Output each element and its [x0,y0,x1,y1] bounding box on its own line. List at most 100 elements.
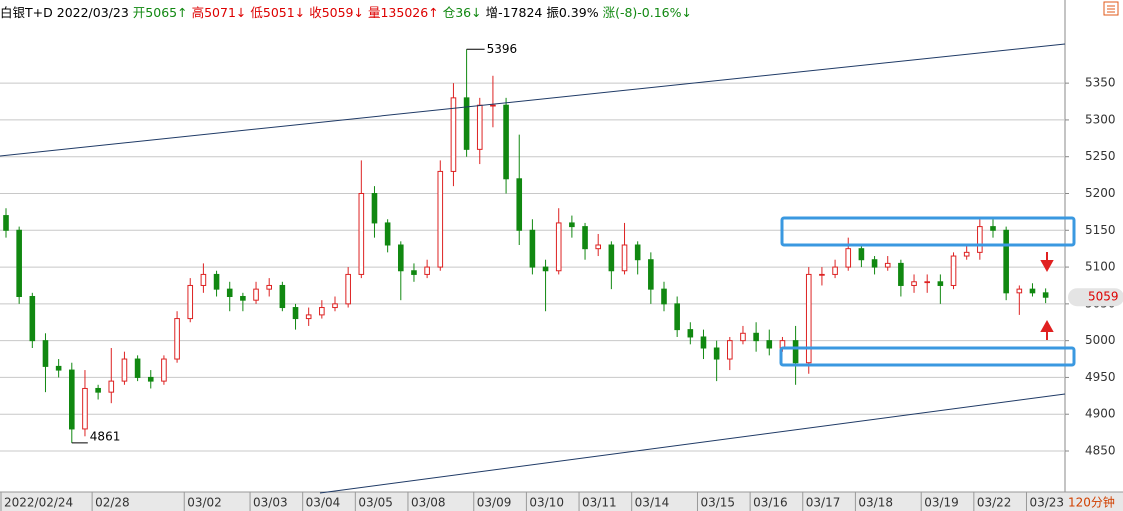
x-tick-label: 03/16 [753,496,788,510]
x-tick-label: 03/05 [358,496,393,510]
header-item: 低5051↓ [250,5,306,20]
candle-body [3,215,9,231]
x-tick-label: 2022/02/24 [4,496,73,510]
candle-body [977,226,983,253]
y-tick-label: 4850 [1085,444,1116,458]
header-item: 2022/03/23 [56,5,129,20]
candle-body [871,259,878,268]
candle-body [542,266,549,272]
highlight-box [780,216,1076,247]
candle-body [463,97,470,150]
down-arrow [1040,252,1054,273]
candle-body [990,226,996,231]
x-tick-label: 03/14 [635,496,670,510]
x-tick-label: 03/22 [977,496,1012,510]
candle-body [226,288,233,298]
candle-body [147,376,154,382]
low-label: 4861 [90,429,121,443]
candle-body [82,387,88,430]
candle-body [187,284,194,320]
highlight-box [779,346,1076,367]
y-tick-label: 5350 [1085,76,1116,90]
candle-body [108,380,115,393]
candle-body [424,266,430,275]
candle-body [134,358,141,378]
x-axis-bar [0,492,1123,511]
candle-body [845,248,852,268]
header: 白银T+D 2022/03/23 开5065↑ 高5071↓ 低5051↓ 收5059↓ 量… [0,2,696,20]
candle-body [95,387,101,393]
candle-body [555,222,562,272]
x-tick-label: 03/19 [924,496,959,510]
period-label: 120分钟 [1068,495,1115,510]
candle-body [884,262,891,268]
candle-body [503,104,509,180]
x-tick-label: 03/23 [1029,496,1064,510]
header-item: 高5071↓ [191,5,247,20]
candle-body [1029,288,1036,294]
x-tick-label: 03/15 [700,496,735,510]
candle-body [832,266,838,275]
trend-line [0,43,1066,157]
candle-body [687,329,694,338]
candle-body [253,288,259,301]
candle-body [766,340,773,349]
x-tick-label: 03/02 [187,496,222,510]
header-item: 涨(-8)-0.16%↓ [602,5,692,20]
candle-body [319,307,325,316]
x-tick-label: 03/04 [306,496,341,510]
y-tick-label: 5200 [1085,186,1116,200]
candle-body [292,307,299,320]
candle-body [213,273,220,290]
candle-body [661,288,667,305]
candle-body [898,262,904,286]
up-arrow [1040,319,1054,340]
y-tick-label: 5100 [1085,260,1116,274]
candle-body [200,273,207,286]
x-tick-label: 03/09 [477,496,512,510]
header-item: 量135026↑ [367,5,439,20]
candle-body [345,273,351,305]
candle-body [740,332,746,342]
candle-body [450,97,457,172]
candle-body [279,284,286,309]
candle-body [858,248,865,261]
candle-body [174,318,180,360]
candle-body [674,303,680,331]
header-item: 开5065↑ [132,5,188,20]
plot: 4850490049505000505051005150520052505300… [0,42,1116,458]
candle-body [398,244,404,272]
candle-body [1016,288,1023,294]
y-tick-label: 5300 [1085,112,1116,126]
candle-body [911,281,917,286]
candle-body [608,244,615,272]
candle-body [305,314,312,320]
candle-body [727,340,733,360]
candle-body [476,104,483,150]
last-price-tag [1068,288,1123,307]
x-tick-label: 03/18 [858,496,893,510]
candle-body [437,170,444,268]
x-tick-label: 03/03 [253,496,288,510]
candle-body [384,222,391,246]
candle-body [582,226,588,250]
candle-body [700,336,707,349]
candle-body [595,244,602,250]
header-item: 增-17824 [485,5,543,20]
candle-body [42,340,49,367]
candle-body [963,251,970,257]
candle-body [516,178,523,231]
y-tick-label: 5000 [1085,333,1116,347]
candle-body [358,192,365,275]
header-item: 收5059↓ [309,5,364,20]
x-tick-label: 03/10 [529,496,564,510]
candle-body [753,332,759,342]
candle-body [819,273,825,276]
y-tick-label: 5150 [1085,223,1116,237]
candle-body [1042,292,1049,298]
candle-body [1003,229,1009,294]
y-tick-label: 4900 [1085,407,1116,421]
candle-body [634,244,641,261]
